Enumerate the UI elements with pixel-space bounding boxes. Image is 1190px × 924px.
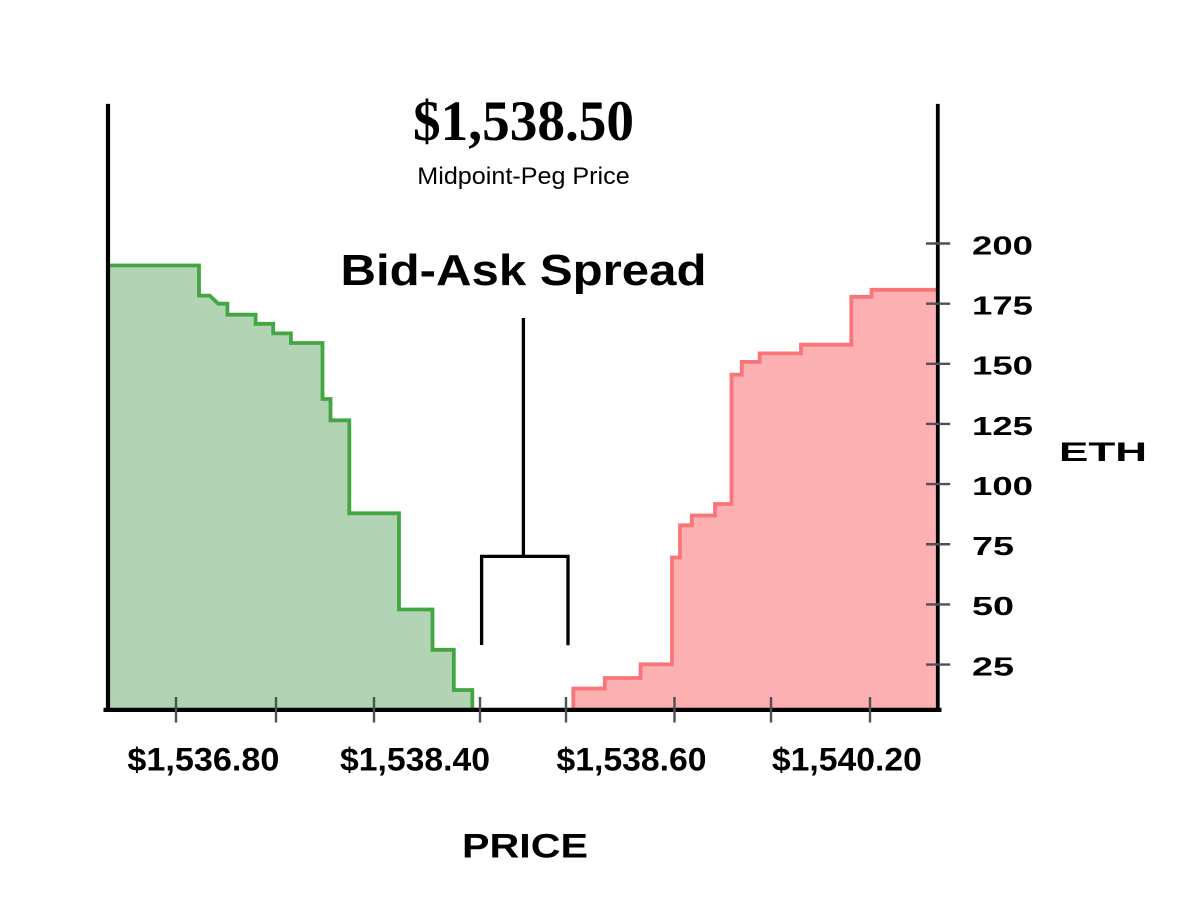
svg-text:$1,538.50: $1,538.50 xyxy=(413,90,634,153)
svg-text:$1,536.80: $1,536.80 xyxy=(127,742,279,778)
svg-text:125: 125 xyxy=(972,411,1033,441)
svg-text:$1,540.20: $1,540.20 xyxy=(772,742,922,778)
svg-text:75: 75 xyxy=(972,531,1014,561)
svg-text:$1,538.60: $1,538.60 xyxy=(557,742,707,778)
svg-text:Midpoint-Peg Price: Midpoint-Peg Price xyxy=(417,163,629,190)
svg-text:25: 25 xyxy=(972,651,1014,681)
svg-text:50: 50 xyxy=(972,591,1014,621)
svg-text:100: 100 xyxy=(972,471,1033,501)
svg-text:175: 175 xyxy=(972,290,1033,320)
svg-text:Bid-Ask Spread: Bid-Ask Spread xyxy=(341,247,707,295)
svg-text:200: 200 xyxy=(972,230,1033,260)
svg-text:ETH: ETH xyxy=(1059,437,1147,467)
svg-text:$1,538.40: $1,538.40 xyxy=(340,742,490,778)
svg-text:150: 150 xyxy=(972,351,1033,381)
svg-text:PRICE: PRICE xyxy=(462,827,588,865)
